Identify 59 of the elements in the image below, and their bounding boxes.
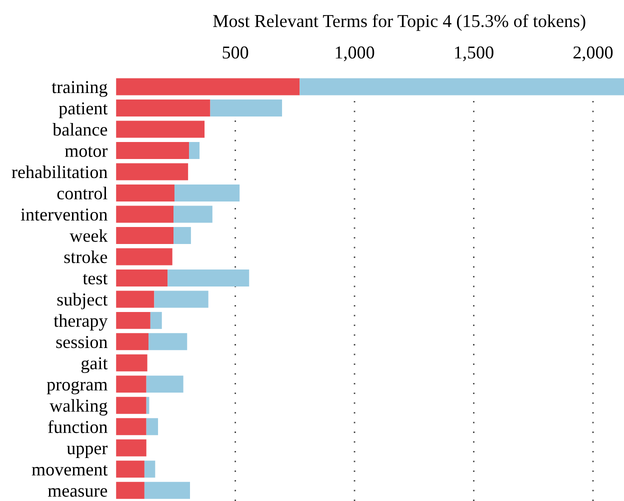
x-tick-label: 2,000 bbox=[573, 46, 613, 62]
bar bbox=[174, 226, 191, 244]
bar bbox=[116, 312, 150, 329]
bar bbox=[116, 482, 144, 499]
bar bbox=[144, 460, 156, 478]
x-tick-label: 1,000 bbox=[336, 46, 374, 62]
bar bbox=[116, 120, 205, 138]
bar bbox=[210, 100, 282, 117]
y-tick-label: training bbox=[52, 81, 108, 97]
y-tick-label: rehabilitation bbox=[12, 165, 108, 178]
y-tick-label: patient bbox=[58, 102, 108, 118]
bar bbox=[116, 248, 172, 266]
y-tick-label: measure bbox=[48, 488, 108, 497]
bar bbox=[116, 439, 146, 456]
y-tick-label: motor bbox=[64, 146, 108, 157]
bar bbox=[174, 184, 240, 202]
bar bbox=[116, 460, 144, 478]
bar bbox=[174, 206, 212, 223]
bar bbox=[116, 269, 168, 286]
x-tick-label: 1,500 bbox=[455, 46, 494, 62]
bar bbox=[300, 78, 624, 96]
y-tick-label: program bbox=[46, 381, 108, 394]
bar bbox=[168, 269, 250, 286]
y-tick-label: intervention bbox=[20, 208, 108, 221]
y-tick-label: balance bbox=[52, 122, 108, 136]
x-tick-label: 500 bbox=[222, 46, 248, 59]
y-tick-label: gait bbox=[81, 357, 108, 374]
y-tick-label: stroke bbox=[64, 250, 108, 264]
y-tick-label: upper bbox=[66, 446, 108, 458]
bar bbox=[189, 142, 200, 159]
chart-title: Most Relevant Terms for Topic 4 (15.3% of tokens) bbox=[213, 14, 586, 31]
bar bbox=[116, 78, 300, 96]
bar bbox=[116, 226, 174, 244]
bar bbox=[146, 376, 184, 393]
y-tick-label: walking bbox=[50, 399, 108, 416]
bar bbox=[148, 333, 188, 350]
bar bbox=[116, 206, 174, 223]
y-tick-label: session bbox=[56, 336, 108, 348]
y-tick-label: subject bbox=[57, 292, 108, 310]
bar bbox=[116, 184, 174, 202]
y-tick-label: control bbox=[57, 186, 108, 200]
bar bbox=[116, 163, 188, 180]
bar bbox=[116, 142, 190, 159]
bar bbox=[116, 396, 146, 414]
bar bbox=[116, 290, 154, 308]
bar bbox=[116, 333, 148, 350]
bar bbox=[116, 418, 146, 436]
bar bbox=[146, 418, 158, 436]
bar bbox=[116, 100, 210, 117]
y-tick-label: function bbox=[48, 420, 108, 434]
y-tick-label: test bbox=[82, 274, 108, 284]
bar bbox=[150, 312, 162, 329]
y-tick-label: movement bbox=[32, 465, 108, 476]
y-tick-label: week bbox=[70, 229, 108, 242]
bar bbox=[116, 376, 146, 393]
bar bbox=[144, 482, 190, 499]
y-tick-label: therapy bbox=[54, 314, 108, 331]
bar bbox=[116, 354, 148, 372]
bar bbox=[154, 290, 208, 308]
